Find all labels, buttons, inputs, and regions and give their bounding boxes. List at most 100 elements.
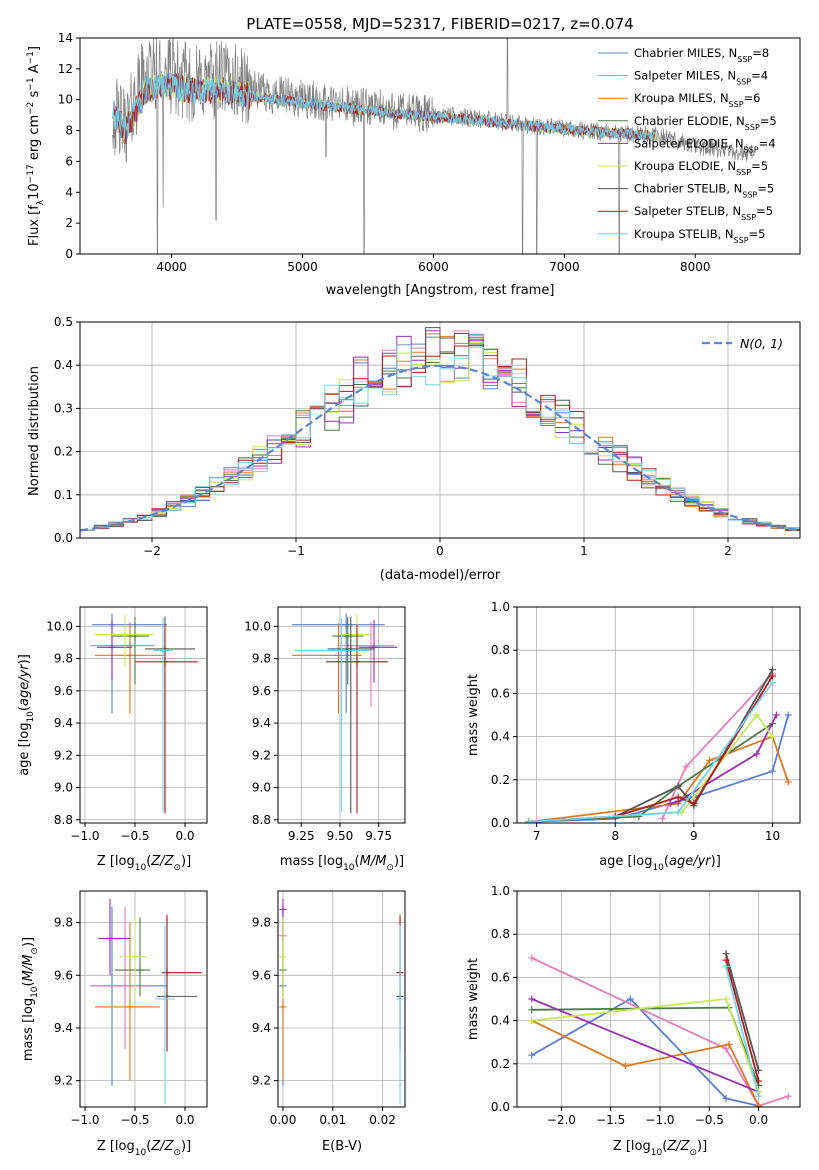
x-tick-label: −0.5: [120, 829, 149, 843]
residual-histogram-panel: −2 −1 0 1 2 0.0 0.1 0.2 0.3 0.4 0.5 N(0, 1): [54, 315, 801, 558]
legend-suffix: =5: [756, 204, 773, 218]
y-tick-label: 9.6: [252, 968, 271, 982]
errorbar-point: [396, 925, 404, 1105]
point-marker: [136, 966, 144, 974]
y-tick-label: 9.8: [54, 652, 73, 666]
series-marker: [528, 1051, 536, 1059]
series-marker: [682, 763, 690, 771]
legend-sub: SSP: [744, 145, 759, 154]
x-tick-label: 9.25: [288, 829, 315, 843]
errorbar-point: [95, 623, 165, 714]
series-path: [528, 722, 773, 823]
errorbar-point: [135, 624, 198, 814]
mass-weight-age-xlabel: age [log10(age/yr)]: [599, 854, 721, 873]
point-marker: [338, 647, 345, 655]
axes-frame: [516, 890, 801, 1108]
series-path: [725, 953, 760, 1071]
y-tick-label: 0.8: [491, 643, 510, 657]
plot-area: [279, 898, 404, 1105]
series-marker: [722, 1094, 730, 1102]
point-marker: [126, 651, 134, 659]
legend-sub: SSP: [737, 55, 752, 64]
legend-suffix: =5: [751, 159, 768, 173]
point-marker: [106, 934, 114, 942]
point-marker: [367, 642, 375, 650]
mass-weight-age-ylabel: mass weight: [466, 674, 481, 756]
y-tick-label: 0.4: [54, 358, 73, 372]
errorbar-point: [120, 917, 147, 999]
series-line: [525, 711, 792, 823]
y-tick-label: 9.4: [54, 1021, 73, 1035]
series-marker: [768, 733, 776, 741]
y-tick-label: 9.8: [252, 652, 271, 666]
legend-sub: SSP: [736, 168, 751, 177]
ticks: 0.00 0.01 0.02 9.2 9.4 9.6 9.8: [252, 916, 396, 1127]
errorbar-point: [95, 615, 153, 667]
series-marker: [722, 956, 730, 964]
x-tick-label: 9: [690, 829, 698, 843]
y-tick-label: 1.0: [491, 600, 510, 614]
y-tick-label: 12: [58, 62, 73, 76]
point-marker: [279, 905, 287, 913]
legend-label: Salpeter MILES, NSSP=4: [634, 69, 768, 87]
y-tick-label: 0: [65, 247, 73, 261]
y-tick-label: 4: [65, 185, 73, 199]
grid-lines: [80, 607, 207, 823]
series-marker: [768, 672, 776, 680]
mass-metallicity-xlabel: Z [log10(Z/Z⊙)]: [97, 1139, 191, 1158]
series-path: [531, 997, 759, 1107]
legend-sub: SSP: [742, 190, 757, 199]
histogram-step: [80, 344, 800, 531]
x-tick-label: 4000: [156, 260, 187, 274]
x-tick-label: 1: [580, 544, 588, 558]
y-tick-label: 10.0: [244, 619, 271, 633]
point-marker: [159, 647, 167, 655]
x-tick-label: 6000: [418, 260, 449, 274]
series-marker: [706, 756, 714, 764]
y-tick-label: 2: [65, 216, 73, 230]
legend-sub: SSP: [741, 213, 756, 222]
series-marker: [658, 815, 666, 823]
legend: Chabrier MILES, NSSP=8 Salpeter MILES, NS…: [598, 46, 777, 244]
series-marker: [674, 782, 682, 790]
series-marker: [525, 818, 533, 823]
ticks: 4000 5000 6000 7000 8000 0 2 4 6 8 10 12 14: [58, 31, 711, 274]
x-tick-label: −0.5: [120, 1113, 149, 1127]
series-path: [725, 966, 760, 1097]
x-tick-label: −1.0: [70, 829, 99, 843]
series-marker: [690, 800, 698, 808]
errorbar-point: [291, 623, 362, 714]
y-tick-label: 6: [65, 154, 73, 168]
x-tick-label: −1.0: [70, 1113, 99, 1127]
x-tick-label: −1.0: [645, 1113, 674, 1127]
y-tick-label: 9.2: [252, 1074, 271, 1088]
series-marker: [722, 950, 730, 958]
x-tick-label: −2.0: [547, 1113, 576, 1127]
y-tick-label: 9.4: [252, 716, 271, 730]
legend-label: Kroupa ELODIE, NSSP=5: [634, 159, 768, 177]
x-tick-label: 9.50: [327, 829, 354, 843]
y-tick-label: 9.0: [54, 781, 73, 795]
series-marker: [784, 778, 792, 786]
y-tick-label: 0.4: [491, 730, 510, 744]
series-marker: [784, 711, 792, 719]
series-marker: [528, 1017, 536, 1025]
series-marker: [753, 750, 761, 758]
series-line: [722, 963, 763, 1100]
x-tick-label: 0.01: [319, 1113, 346, 1127]
x-tick-label: −1.5: [596, 1113, 625, 1127]
x-tick-label: −2: [143, 544, 161, 558]
axes-frame: [516, 606, 801, 824]
plot-area: [525, 666, 792, 823]
y-tick-label: 0.0: [491, 1100, 510, 1114]
mass-weight-age-panel: 7 8 9 10 0.0 0.2 0.4 0.6 0.8 1.0: [491, 600, 801, 843]
y-tick-label: 0.0: [54, 531, 73, 545]
x-tick-label: 0.0: [749, 1113, 768, 1127]
series-marker: [621, 1062, 629, 1070]
x-tick-label: −0.5: [695, 1113, 724, 1127]
x-tick-label: 2: [724, 544, 732, 558]
point-marker: [344, 632, 352, 640]
legend-suffix: =6: [744, 91, 761, 105]
age-metallicity-xlabel: Z [log10(Z/Z⊙)]: [97, 854, 191, 873]
axes-frame: [277, 890, 406, 1108]
